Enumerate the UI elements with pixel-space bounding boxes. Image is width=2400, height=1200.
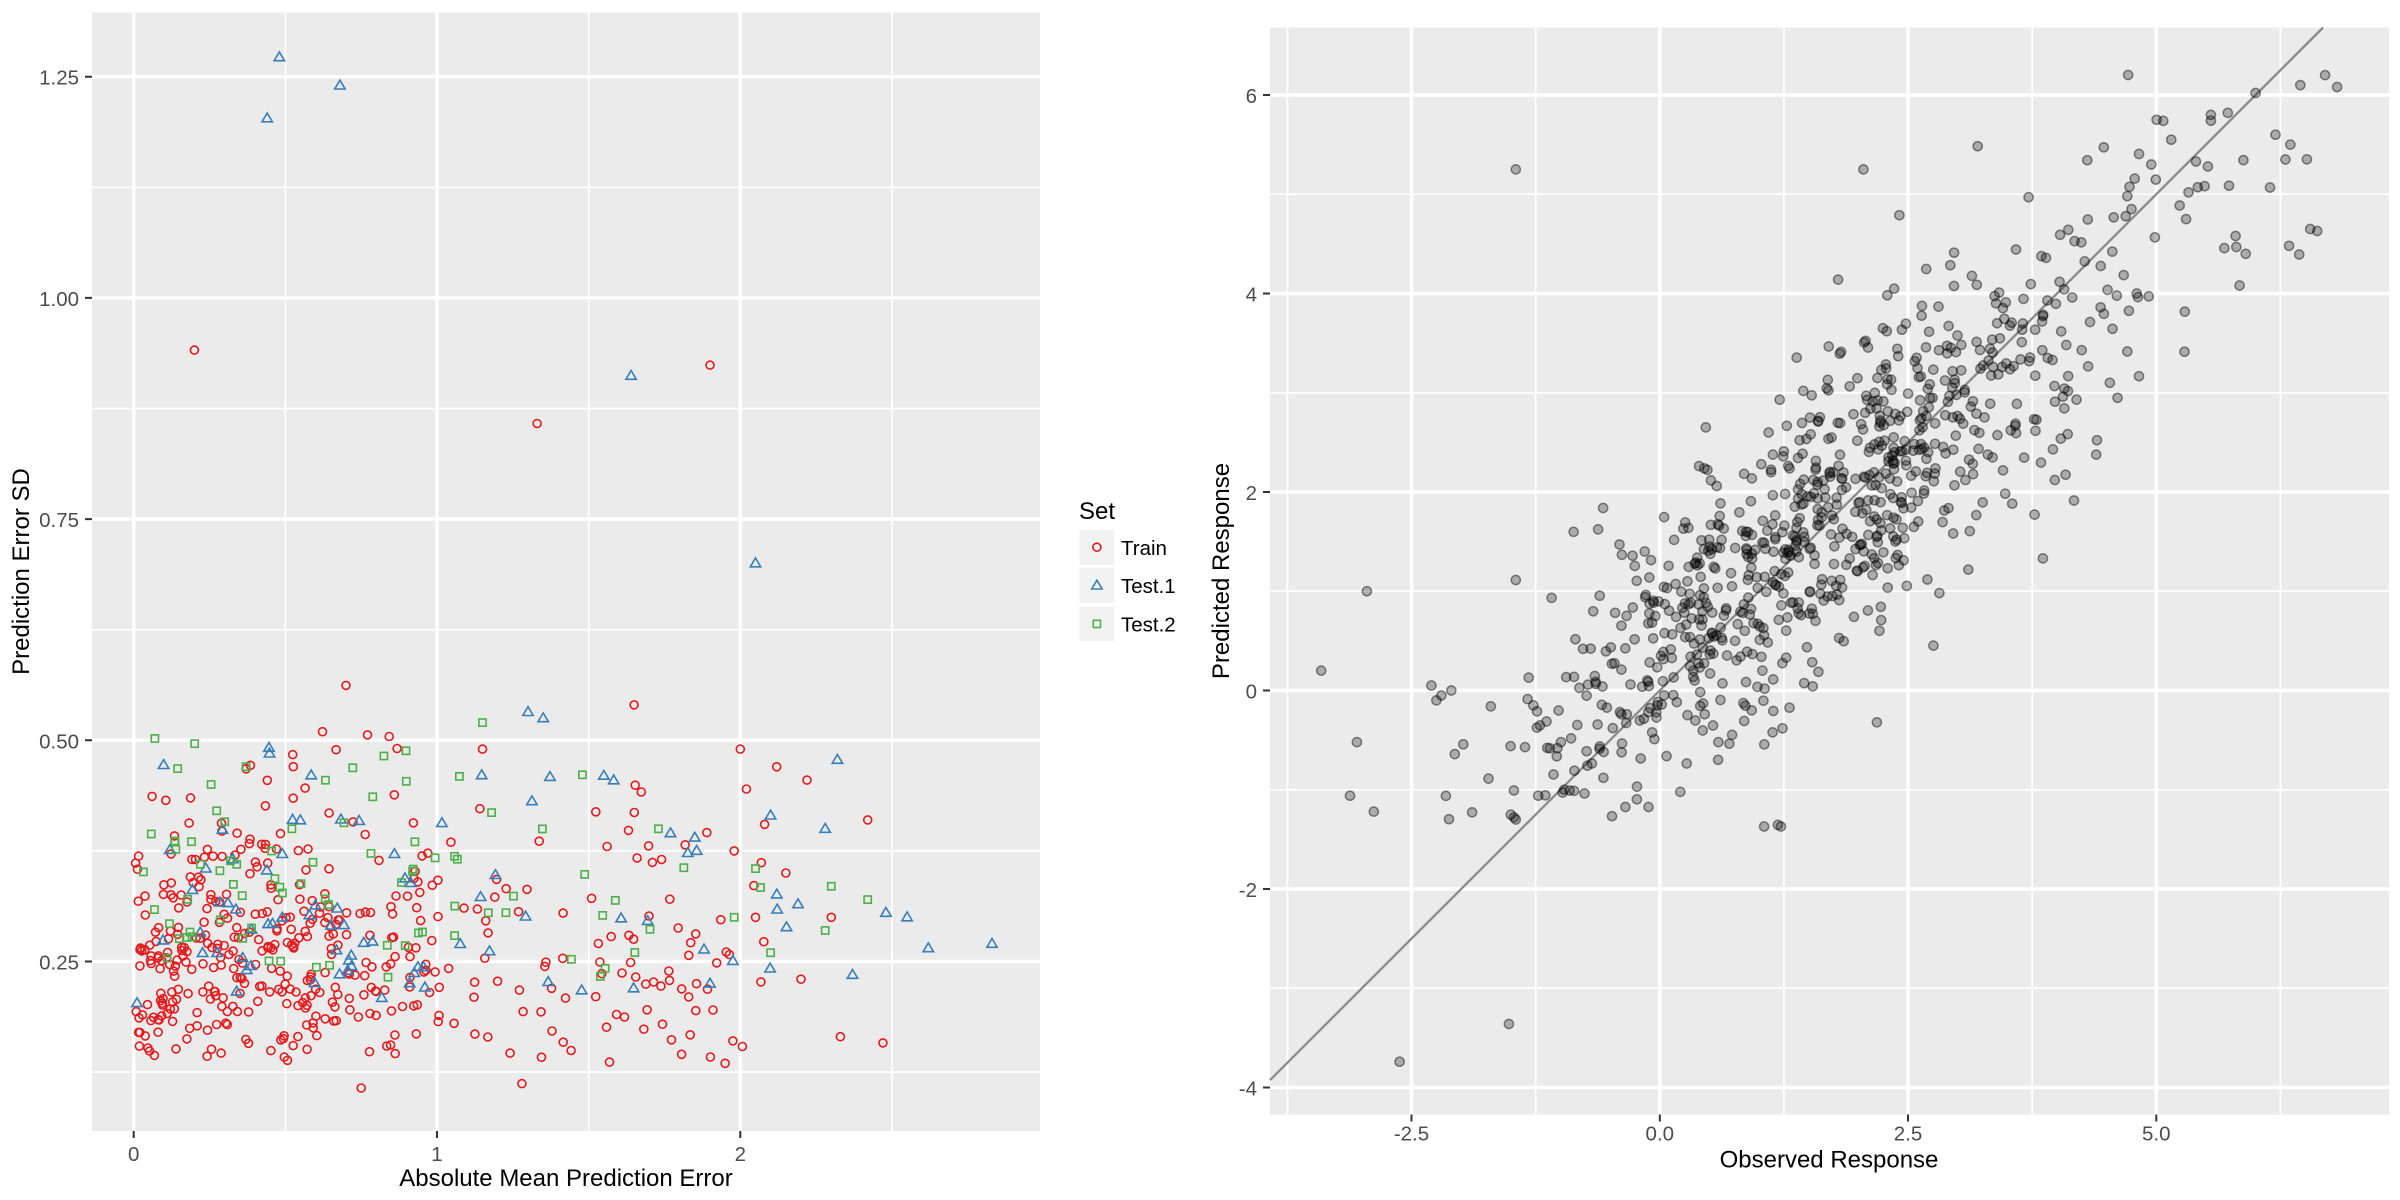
svg-text:Observed Response: Observed Response: [1720, 1147, 1939, 1174]
svg-text:0.0: 0.0: [1646, 1123, 1675, 1146]
svg-text:1.00: 1.00: [39, 288, 79, 311]
svg-text:2.5: 2.5: [1894, 1123, 1923, 1146]
svg-text:2: 2: [1246, 482, 1257, 505]
svg-text:4: 4: [1246, 284, 1257, 307]
svg-text:Predicted Response: Predicted Response: [1208, 463, 1235, 679]
svg-text:Train: Train: [1121, 537, 1167, 560]
svg-text:5.0: 5.0: [2142, 1123, 2171, 1146]
svg-text:6: 6: [1246, 85, 1257, 108]
svg-text:0: 0: [128, 1143, 139, 1166]
svg-text:Test.1: Test.1: [1121, 575, 1176, 598]
svg-text:0.50: 0.50: [39, 730, 79, 753]
svg-text:-2: -2: [1239, 879, 1257, 902]
svg-text:2: 2: [735, 1143, 746, 1166]
svg-text:0.75: 0.75: [39, 509, 79, 532]
svg-text:-4: -4: [1239, 1078, 1257, 1101]
svg-text:1: 1: [431, 1143, 442, 1166]
svg-text:Test.2: Test.2: [1121, 614, 1176, 637]
svg-text:0.25: 0.25: [39, 952, 79, 975]
svg-text:Absolute Mean Prediction Error: Absolute Mean Prediction Error: [399, 1165, 733, 1192]
svg-text:Set: Set: [1079, 498, 1115, 525]
svg-text:1.25: 1.25: [39, 67, 79, 90]
svg-text:Prediction Error SD: Prediction Error SD: [8, 468, 35, 675]
svg-text:-2.5: -2.5: [1394, 1123, 1429, 1146]
svg-text:0: 0: [1246, 681, 1257, 704]
